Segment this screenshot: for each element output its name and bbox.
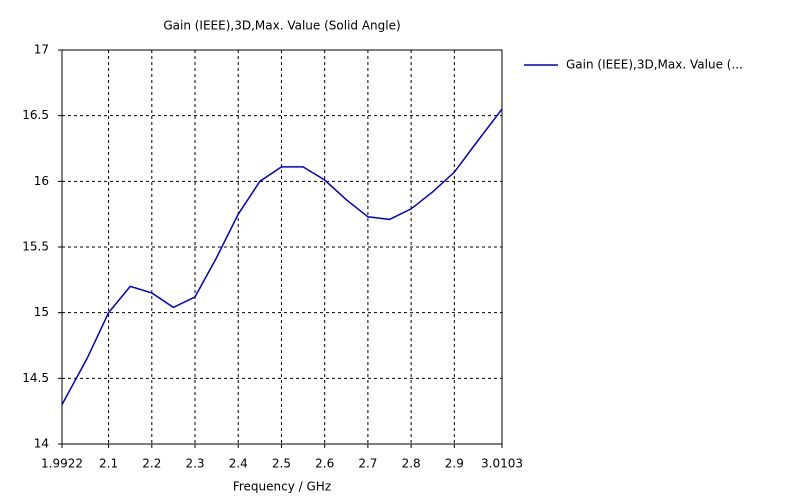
chart-title: Gain (IEEE),3D,Max. Value (Solid Angle) <box>163 19 400 33</box>
x-tick-label: 2.6 <box>315 457 334 471</box>
x-tick-label: 1.9922 <box>41 457 83 471</box>
x-tick-label: 2.2 <box>142 457 161 471</box>
x-tick-label: 2.8 <box>402 457 421 471</box>
y-tick-label: 14.5 <box>22 371 49 385</box>
y-tick-label: 14 <box>34 437 49 451</box>
data-line <box>61 108 503 405</box>
y-tick-label: 15.5 <box>22 240 49 254</box>
x-tick-label: 2.3 <box>185 457 204 471</box>
y-tick-label: 16 <box>34 174 49 188</box>
legend-label: Gain (IEEE),3D,Max. Value (... <box>566 58 743 72</box>
x-tick-label: 2.5 <box>272 457 291 471</box>
x-tick-label: 2.4 <box>229 457 248 471</box>
x-axis-label: Frequency / GHz <box>233 480 331 494</box>
x-tick-label: 3.0103 <box>481 457 523 471</box>
x-tick-label: 2.1 <box>99 457 118 471</box>
y-tick-label: 15 <box>34 305 49 319</box>
x-tick-label: 2.9 <box>445 457 464 471</box>
x-tick-label: 2.7 <box>358 457 377 471</box>
plot-frame <box>61 49 503 445</box>
y-tick-label: 17 <box>34 43 49 57</box>
y-tick-label: 16.5 <box>22 108 49 122</box>
